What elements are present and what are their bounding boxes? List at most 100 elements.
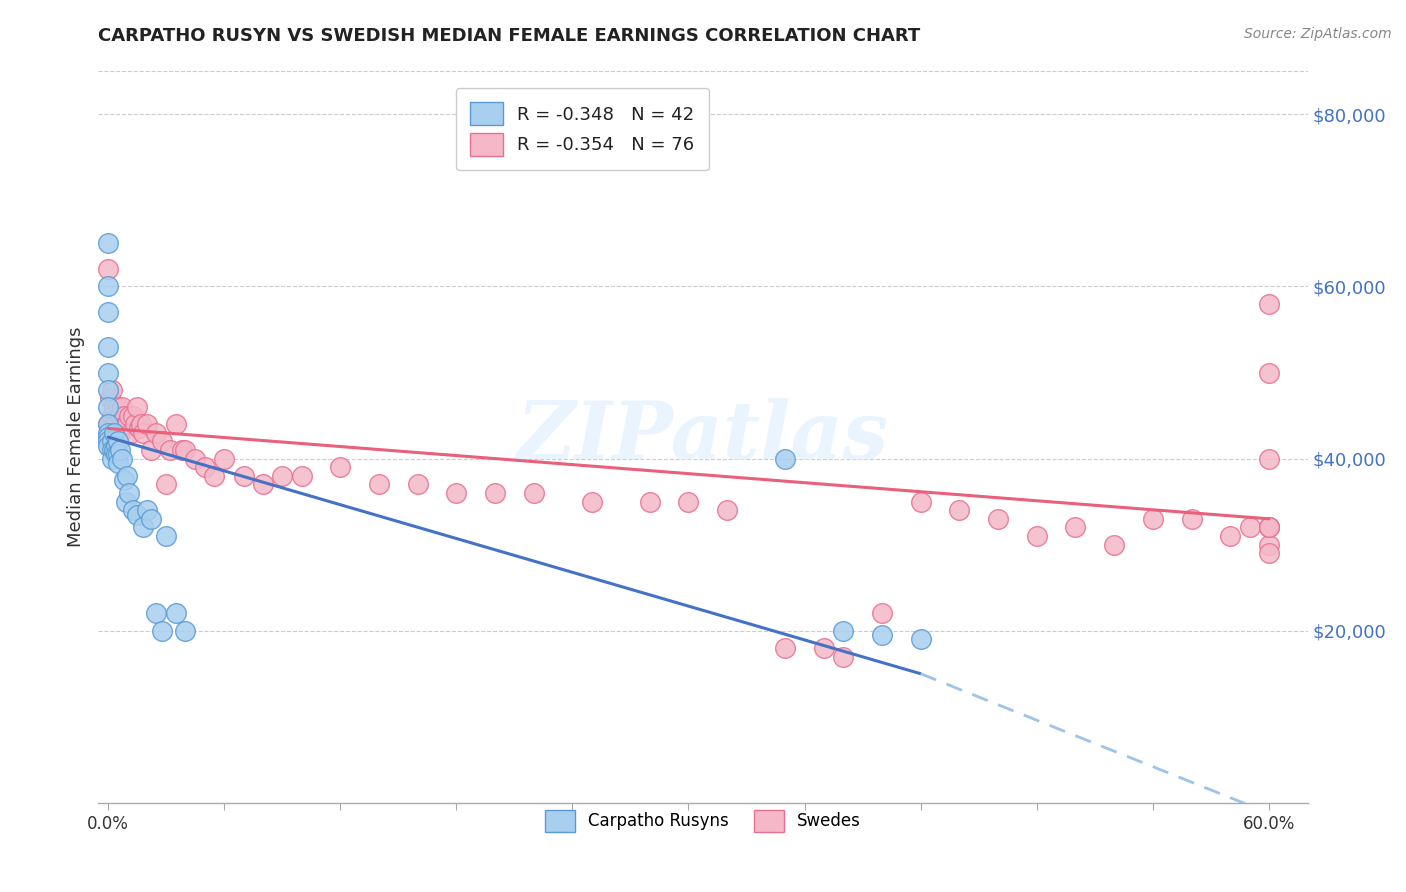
Point xyxy=(122,503,145,517)
Point xyxy=(104,439,127,453)
Point xyxy=(406,477,429,491)
Point xyxy=(108,425,131,440)
Point xyxy=(118,486,141,500)
Point xyxy=(1102,538,1125,552)
Point xyxy=(204,468,226,483)
Point xyxy=(150,624,173,638)
Point xyxy=(101,434,124,449)
Point xyxy=(155,477,177,491)
Point xyxy=(773,451,796,466)
Point xyxy=(103,417,125,432)
Point xyxy=(484,486,506,500)
Point xyxy=(716,503,738,517)
Point xyxy=(104,417,127,432)
Point xyxy=(1257,520,1279,534)
Point xyxy=(127,508,149,522)
Point xyxy=(139,442,162,457)
Point xyxy=(97,279,120,293)
Point xyxy=(948,503,970,517)
Point xyxy=(910,632,932,647)
Point xyxy=(212,451,235,466)
Point xyxy=(870,607,893,621)
Point xyxy=(107,447,129,461)
Point xyxy=(97,417,120,432)
Point xyxy=(97,383,120,397)
Point xyxy=(118,409,141,423)
Point xyxy=(139,512,162,526)
Point xyxy=(1257,451,1279,466)
Point xyxy=(97,439,120,453)
Point xyxy=(120,425,142,440)
Point xyxy=(107,400,129,414)
Point xyxy=(112,473,135,487)
Point xyxy=(98,425,121,440)
Point xyxy=(111,417,134,432)
Point xyxy=(97,430,120,444)
Point xyxy=(1257,546,1279,560)
Point xyxy=(1180,512,1202,526)
Point xyxy=(581,494,603,508)
Point xyxy=(117,468,139,483)
Point xyxy=(155,529,177,543)
Point xyxy=(97,236,120,251)
Point xyxy=(1064,520,1087,534)
Point xyxy=(132,520,155,534)
Point xyxy=(104,425,127,440)
Point xyxy=(107,434,129,449)
Point xyxy=(135,417,157,432)
Point xyxy=(104,447,127,461)
Point xyxy=(97,340,120,354)
Point xyxy=(117,417,139,432)
Point xyxy=(184,451,207,466)
Point xyxy=(97,366,120,380)
Point xyxy=(165,417,187,432)
Point xyxy=(97,305,120,319)
Point xyxy=(107,425,129,440)
Point xyxy=(97,262,120,277)
Point xyxy=(1257,538,1279,552)
Point xyxy=(128,421,150,435)
Point xyxy=(773,640,796,655)
Point xyxy=(638,494,661,508)
Point xyxy=(101,442,124,457)
Point xyxy=(1257,296,1279,310)
Point xyxy=(97,400,120,414)
Point xyxy=(446,486,468,500)
Point xyxy=(159,442,181,457)
Point xyxy=(129,417,152,432)
Point xyxy=(329,460,352,475)
Point xyxy=(97,434,120,449)
Point xyxy=(252,477,274,491)
Y-axis label: Median Female Earnings: Median Female Earnings xyxy=(66,326,84,548)
Point xyxy=(135,503,157,517)
Point xyxy=(290,468,312,483)
Point xyxy=(678,494,700,508)
Point xyxy=(1239,520,1261,534)
Point xyxy=(97,417,120,432)
Point xyxy=(832,649,855,664)
Point xyxy=(114,494,136,508)
Point xyxy=(910,494,932,508)
Point xyxy=(108,409,131,423)
Point xyxy=(987,512,1010,526)
Point xyxy=(194,460,217,475)
Legend: Carpatho Rusyns, Swedes: Carpatho Rusyns, Swedes xyxy=(538,804,868,838)
Point xyxy=(101,451,124,466)
Text: Source: ZipAtlas.com: Source: ZipAtlas.com xyxy=(1244,27,1392,41)
Point xyxy=(1257,520,1279,534)
Point xyxy=(174,442,197,457)
Point xyxy=(165,607,187,621)
Point xyxy=(145,425,167,440)
Point xyxy=(523,486,546,500)
Point xyxy=(127,400,149,414)
Point xyxy=(145,607,167,621)
Point xyxy=(111,451,134,466)
Point xyxy=(1257,366,1279,380)
Point xyxy=(368,477,391,491)
Point xyxy=(98,392,121,406)
Point xyxy=(150,434,173,449)
Point xyxy=(813,640,835,655)
Point xyxy=(870,628,893,642)
Point xyxy=(108,442,131,457)
Point xyxy=(1142,512,1164,526)
